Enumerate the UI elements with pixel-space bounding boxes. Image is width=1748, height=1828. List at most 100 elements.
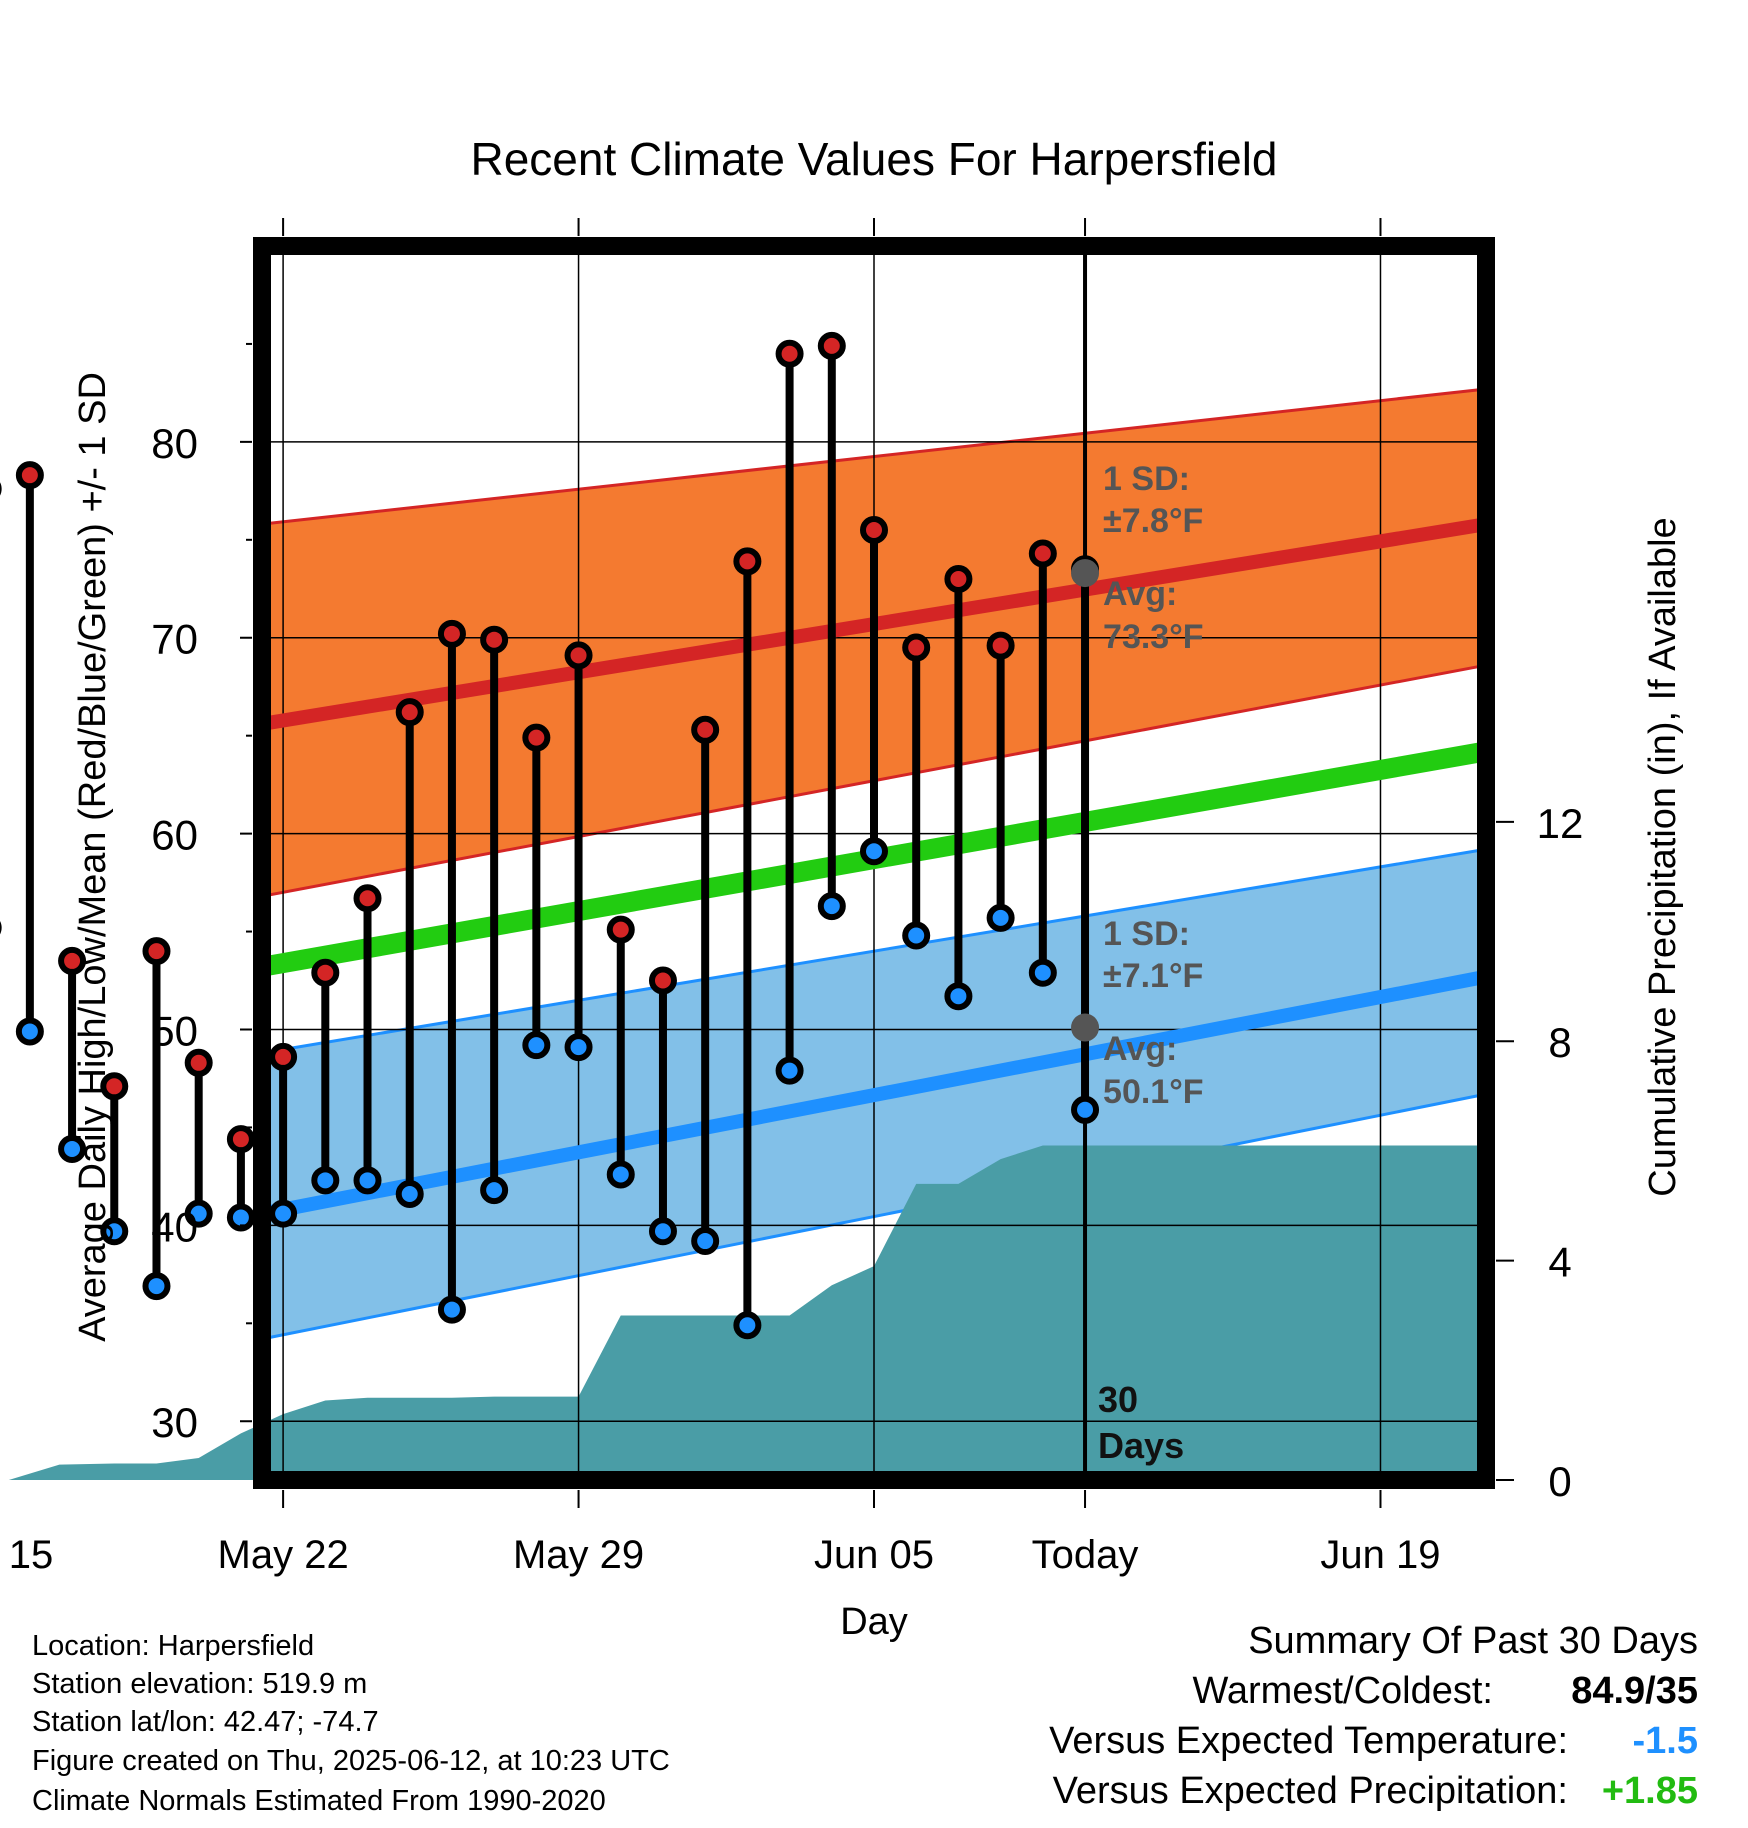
plot-area: 1 SD: ±7.8°F Avg: 73.3°F 1 SD: ±7.1°F Avg: 50.1… [0, 218, 1583, 1577]
temp-anomaly-label: Versus Expected Temperature: [1049, 1720, 1568, 1762]
high-point [184, 1048, 213, 1077]
y-tick-label: 80 [151, 420, 198, 467]
x-tick-label: Jun 05 [814, 1533, 934, 1577]
high-point [817, 331, 846, 360]
low-point [691, 1227, 720, 1256]
high-point [986, 631, 1015, 660]
warm-cold-value: 84.9/35 [1571, 1670, 1698, 1712]
low-point [184, 1199, 213, 1228]
low-point [100, 1217, 129, 1246]
high-avg-label: Avg: [1103, 575, 1177, 613]
high-point [944, 564, 973, 593]
today-low-avg-marker [1071, 1013, 1100, 1042]
low-point [733, 1311, 762, 1340]
high-sd-value: ±7.8°F [1103, 502, 1203, 540]
high-point [1028, 539, 1057, 568]
high-sd-label: 1 SD: [1103, 460, 1190, 498]
high-point [142, 937, 171, 966]
low-point [522, 1031, 551, 1060]
precip-anomaly-label: Versus Expected Precipitation: [1052, 1770, 1568, 1812]
x-axis-label: Day [840, 1601, 908, 1643]
y-tick-label: 50 [151, 1007, 198, 1054]
high-point [353, 884, 382, 913]
low-point [1028, 958, 1057, 987]
low-point [944, 982, 973, 1011]
high-point [902, 633, 931, 662]
low-point [480, 1176, 509, 1205]
low-point [58, 1134, 87, 1163]
low-point [437, 1295, 466, 1324]
elevation-text: Station elevation: 519.9 m [32, 1668, 368, 1700]
low-point [817, 892, 846, 921]
high-point [480, 625, 509, 654]
x-tick-label: May 22 [218, 1533, 349, 1577]
high-point [100, 1072, 129, 1101]
high-point [775, 339, 804, 368]
high-point [269, 1042, 298, 1071]
y2-tick-label: 12 [1537, 800, 1584, 847]
low-point [902, 921, 931, 950]
low-normal-line [260, 969, 1488, 1221]
days-label-word: Days [1098, 1425, 1184, 1466]
low-point [1071, 1095, 1100, 1124]
created-text: Figure created on Thu, 2025-06-12, at 10… [32, 1745, 670, 1777]
high-point [311, 958, 340, 987]
days-label-number: 30 [1098, 1379, 1138, 1420]
low-avg-value: 50.1°F [1103, 1073, 1204, 1111]
x-tick-label: May 15 [0, 1533, 53, 1577]
low-point [564, 1033, 593, 1062]
y2-tick-label: 8 [1548, 1019, 1571, 1066]
high-point [564, 641, 593, 670]
high-point [733, 547, 762, 576]
high-point [395, 698, 424, 727]
normals-text: Climate Normals Estimated From 1990-2020 [32, 1785, 606, 1817]
temp-anomaly-value: -1.5 [1632, 1720, 1698, 1762]
y2-tick-label: 0 [1548, 1458, 1571, 1505]
x-tick-label: Jun 19 [1320, 1533, 1440, 1577]
low-sd-label: 1 SD: [1103, 915, 1190, 953]
low-point [269, 1199, 298, 1228]
y-tick-label: 30 [151, 1399, 198, 1446]
high-point [691, 715, 720, 744]
low-point [353, 1166, 382, 1195]
y-tick-label: 40 [151, 1203, 198, 1250]
low-point [311, 1166, 340, 1195]
low-point [860, 837, 888, 866]
low-point [986, 903, 1015, 932]
high-point [437, 619, 466, 648]
low-point [775, 1056, 804, 1085]
y-tick-label: 70 [151, 616, 198, 663]
low-point [648, 1217, 677, 1246]
low-point [15, 1017, 44, 1046]
y2-axis-label: Cumulative Precipitation (in), If Availa… [1642, 517, 1684, 1196]
today-high-avg-marker [1071, 559, 1100, 588]
chart-title: Recent Climate Values For Harpersfield [470, 133, 1277, 185]
high-point [860, 516, 888, 545]
high-point [15, 461, 44, 490]
plot-frame [253, 237, 1495, 1489]
y-tick-label: 60 [151, 812, 198, 859]
latlon-text: Station lat/lon: 42.47; -74.7 [32, 1706, 379, 1738]
x-tick-label: May 29 [513, 1533, 644, 1577]
precip-area [8, 1145, 1486, 1480]
summary-title: Summary Of Past 30 Days [1248, 1620, 1698, 1662]
warm-cold-label: Warmest/Coldest: [1192, 1670, 1493, 1712]
y2-tick-label: 4 [1548, 1239, 1571, 1286]
precip-anomaly-value: +1.85 [1601, 1770, 1698, 1812]
high-point [522, 723, 551, 752]
y-axis-label: Average Daily High/Low/Mean (Red/Blue/Gr… [72, 372, 114, 1342]
x-tick-label: Today [1032, 1533, 1139, 1577]
high-point [648, 966, 677, 995]
location-text: Location: Harpersfield [32, 1630, 315, 1662]
high-point [606, 915, 635, 944]
low-point [226, 1203, 255, 1232]
low-point [142, 1272, 171, 1301]
high-point [226, 1125, 255, 1154]
high-avg-value: 73.3°F [1103, 618, 1204, 656]
low-point [395, 1180, 424, 1209]
low-sd-value: ±7.1°F [1103, 957, 1203, 995]
low-point [606, 1160, 635, 1189]
low-avg-label: Avg: [1103, 1030, 1177, 1068]
high-point [58, 946, 87, 975]
